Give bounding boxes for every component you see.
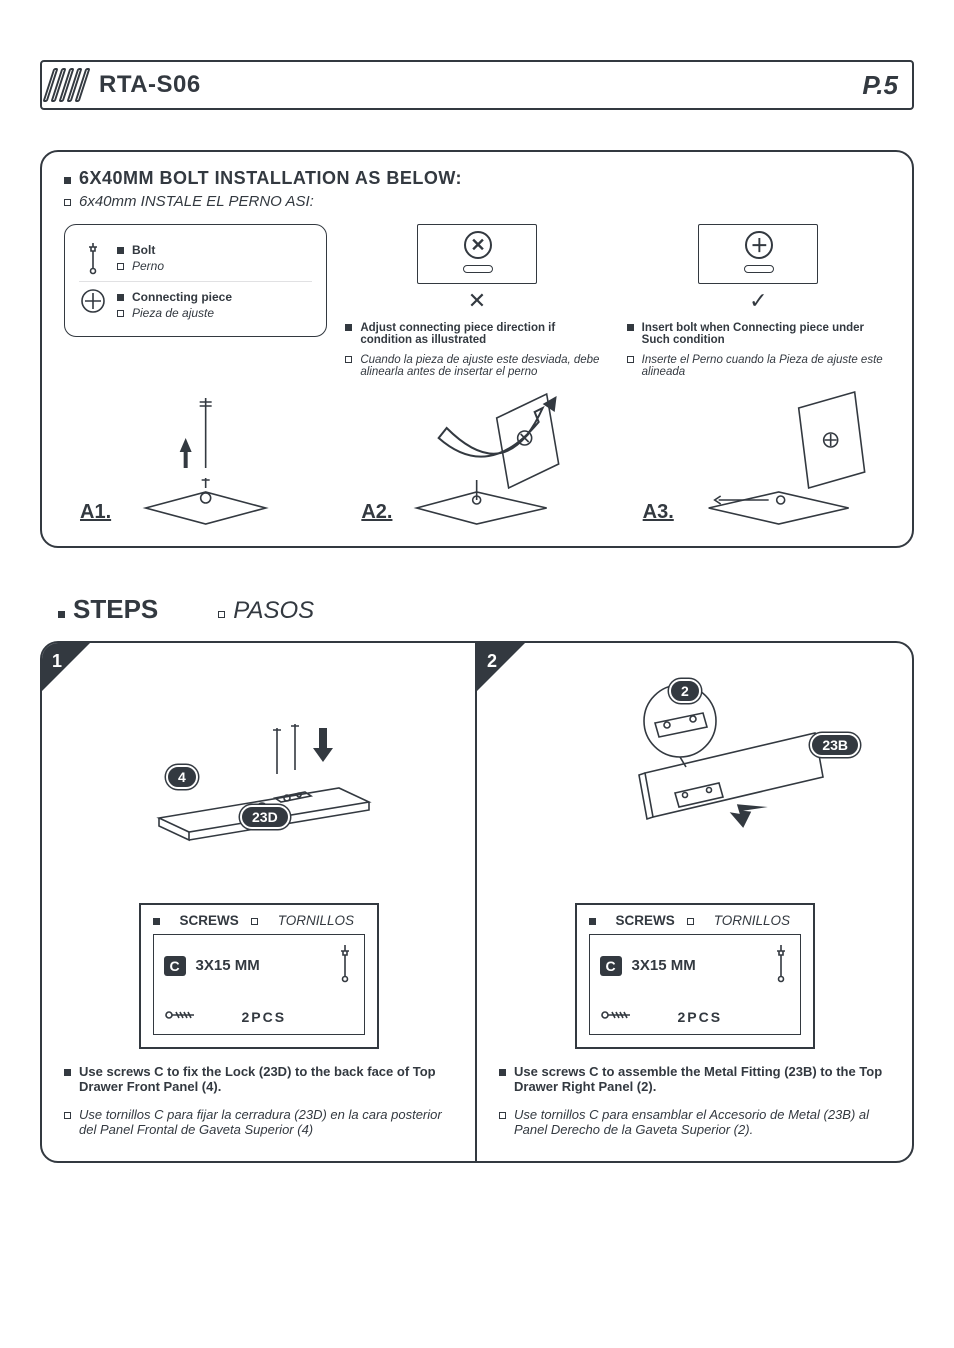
wrong-panel-icon: ✕ [417,224,537,284]
hw-label-es: TORNILLOS [278,913,354,928]
wrong-orientation-column: ✕ ✕ Adjust connecting piece direction if… [345,224,608,378]
bullet-icon [499,1069,506,1076]
steps-label-en: STEPS [73,594,158,625]
hw-code: C [164,956,186,976]
step2-diagram: 2 23B [499,653,890,903]
screw-small-icon [164,1008,198,1026]
steps-heading: STEPS PASOS [58,594,914,625]
step1-text: Use screws C to fix the Lock (23D) to th… [64,1063,453,1137]
bullet-icon [64,1112,71,1119]
hw-code: C [600,956,622,976]
bolt-install-section: 6X40MM BOLT INSTALLATION AS BELOW: 6x40m… [40,150,914,548]
legend-box: Bolt Perno Connecting piece Pieza de aju… [64,224,327,337]
x-mark-icon: ✕ [345,290,608,312]
bullet-icon [345,356,352,363]
step-number: 1 [52,651,62,672]
part-badge-4: 4 [166,765,198,789]
screw-icon [772,943,790,988]
step1-es: Use tornillos C para fijar la cerradura … [79,1107,453,1137]
steps-label-es: PASOS [233,597,314,625]
stage-a2: A2. [345,388,608,528]
bullet-icon [117,247,124,254]
bullet-icon [499,1112,506,1119]
legend-bolt-en: Bolt [132,243,155,257]
part-badge-23b: 23B [810,733,860,757]
hardware-box: SCREWS TORNILLOS C 3X15 MM 2PCS [575,903,815,1049]
bullet-icon [117,310,124,317]
model-number: RTA-S06 [99,71,201,99]
hw-qty: 2PCS [678,1009,723,1025]
hardware-box: SCREWS TORNILLOS C 3X15 MM 2PCS [139,903,379,1049]
bullet-icon [218,611,225,618]
step2-en: Use screws C to assemble the Metal Fitti… [514,1064,890,1094]
hw-size: 3X15 MM [632,957,696,974]
bullet-icon [589,918,596,925]
stage-a1: A1. [64,388,327,528]
bullet-icon [64,177,71,184]
legend-bolt-es: Perno [132,259,164,273]
bullet-icon [627,324,634,331]
right-text-es: Inserte el Perno cuando la Pieza de ajus… [642,354,890,378]
wrong-text-en: Adjust connecting piece direction if con… [360,322,608,346]
legend-piece-es: Pieza de ajuste [132,306,214,320]
step2-es: Use tornillos C para ensamblar el Acceso… [514,1107,890,1137]
legend-column: Bolt Perno Connecting piece Pieza de aju… [64,224,327,378]
step-1: 1 4 23D SCREWS [42,643,477,1161]
step1-en: Use screws C to fix the Lock (23D) to th… [79,1064,453,1094]
screw-small-icon [600,1008,634,1026]
check-mark-icon: ✓ [627,290,890,312]
bullet-icon [117,294,124,301]
step-number: 2 [487,651,497,672]
bullet-icon [64,1069,71,1076]
header-bar: RTA-S06 P.5 [40,60,914,110]
bullet-icon [117,263,124,270]
right-text-en: Insert bolt when Connecting piece under … [642,322,890,346]
bullet-icon [251,918,258,925]
bullet-icon [64,199,71,206]
right-panel-icon: ＋ [698,224,818,284]
wrong-text-es: Cuando la pieza de ajuste este desviada,… [360,354,608,378]
bolt-title-en: 6X40MM BOLT INSTALLATION AS BELOW: [79,168,462,189]
hw-size: 3X15 MM [196,957,260,974]
stage-label-a1: A1. [80,501,111,524]
logo-icon [42,68,90,102]
bullet-icon [627,356,634,363]
bullet-icon [687,918,694,925]
bullet-icon [153,918,160,925]
hw-qty: 2PCS [242,1009,287,1025]
step2-text: Use screws C to assemble the Metal Fitti… [499,1063,890,1137]
step-2: 2 2 23B SCREWS [477,643,912,1161]
bullet-icon [58,611,65,618]
bolt-title-es: 6x40mm INSTALE EL PERNO ASI: [79,193,314,210]
stage-label-a3: A3. [643,501,674,524]
stage-label-a2: A2. [361,501,392,524]
hw-label-es: TORNILLOS [714,913,790,928]
page: RTA-S06 P.5 6X40MM BOLT INSTALLATION AS … [0,0,954,1203]
connecting-piece-icon [79,288,107,314]
page-number: P.5 [862,70,898,101]
hw-label-en: SCREWS [616,913,675,928]
hw-label-en: SCREWS [180,913,239,928]
stage-a3: A3. [627,388,890,528]
steps-panel: 1 4 23D SCREWS [40,641,914,1163]
bullet-icon [345,324,352,331]
screw-icon [336,943,354,988]
part-badge-23d: 23D [240,805,290,829]
step1-diagram: 4 23D [64,653,453,903]
right-orientation-column: ＋ ✓ Insert bolt when Connecting piece un… [627,224,890,378]
bolt-icon [79,241,107,275]
part-badge-2: 2 [669,679,701,703]
legend-piece-en: Connecting piece [132,290,232,304]
